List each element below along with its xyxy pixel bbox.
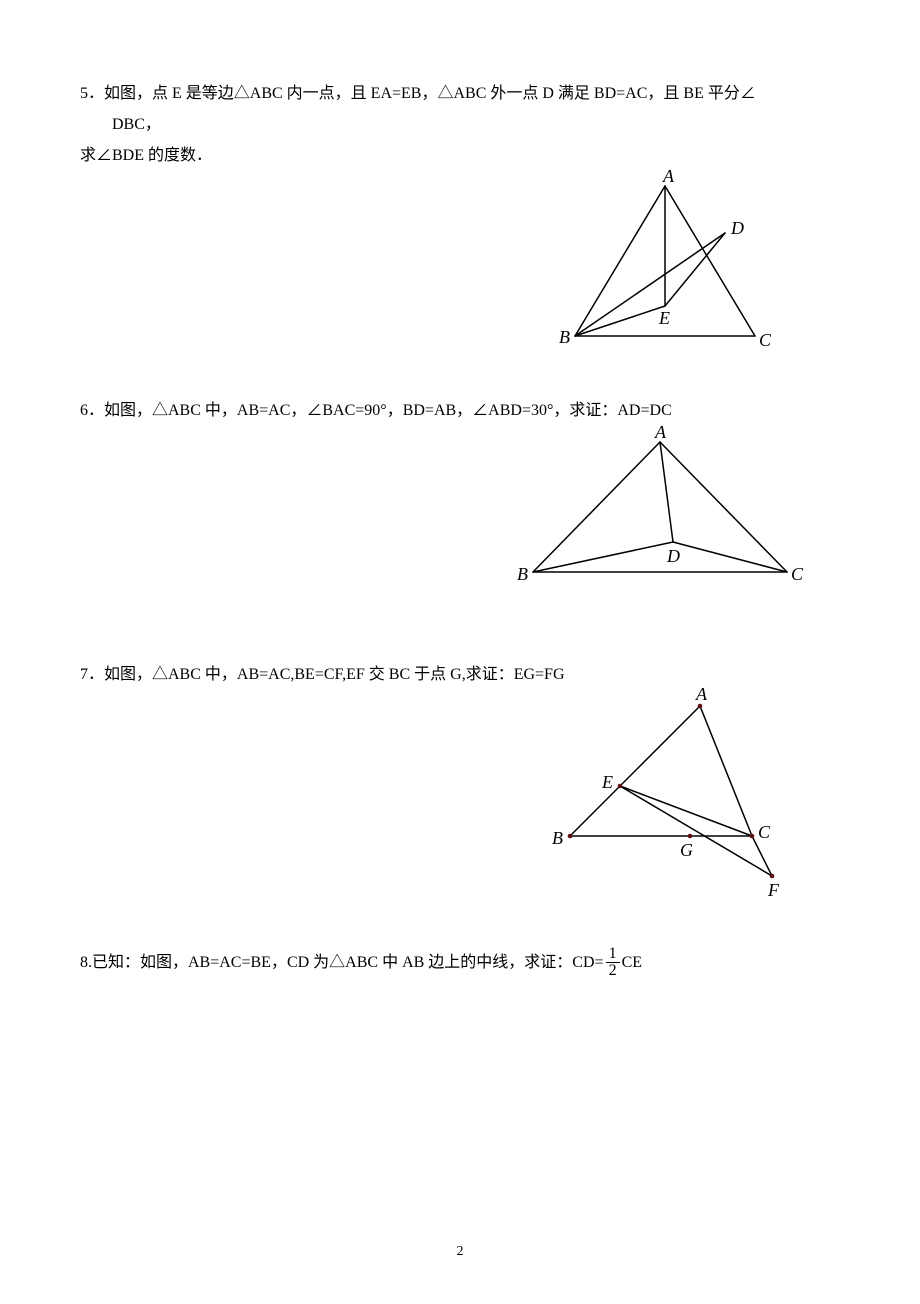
problem-7: 7．如图，△ABC 中，AB=AC,BE=CF,EF 交 BC 于点 G,求证：… bbox=[80, 661, 840, 915]
problem-8: 8.已知：如图，AB=AC=BE，CD 为△ABC 中 AB 边上的中线，求证：… bbox=[80, 946, 840, 981]
svg-text:D: D bbox=[666, 546, 680, 566]
svg-text:B: B bbox=[517, 564, 528, 584]
svg-text:B: B bbox=[552, 828, 563, 848]
problem-8-post: CE bbox=[622, 953, 642, 970]
problem-7-figure-wrap: ABCEGF bbox=[80, 696, 840, 915]
problem-5: 5．如图，点 E 是等边△ABC 内一点，且 EA=EB，△ABC 外一点 D … bbox=[80, 80, 840, 367]
problem-8-num: 8 bbox=[80, 953, 88, 970]
problem-5-text1: ．如图，点 E 是等边△ABC 内一点，且 EA=EB，△ABC 外一点 D 满… bbox=[88, 85, 756, 102]
svg-text:C: C bbox=[791, 564, 804, 584]
svg-text:E: E bbox=[658, 308, 670, 328]
problem-7-line: 7．如图，△ABC 中，AB=AC,BE=CF,EF 交 BC 于点 G,求证：… bbox=[80, 661, 840, 688]
fraction-denominator: 2 bbox=[606, 963, 620, 980]
problem-8-pre: .已知：如图，AB=AC=BE，CD 为△ABC 中 AB 边上的中线，求证：C… bbox=[88, 953, 604, 970]
svg-text:A: A bbox=[662, 166, 675, 186]
svg-text:A: A bbox=[695, 684, 708, 704]
svg-text:E: E bbox=[601, 772, 613, 792]
problem-5-line1: 5．如图，点 E 是等边△ABC 内一点，且 EA=EB，△ABC 外一点 D … bbox=[80, 80, 840, 107]
problem-5-figure-wrap: ABCDE bbox=[80, 178, 840, 367]
problem-8-line: 8.已知：如图，AB=AC=BE，CD 为△ABC 中 AB 边上的中线，求证：… bbox=[80, 946, 840, 981]
svg-text:F: F bbox=[767, 880, 780, 900]
problem-6-num: 6 bbox=[80, 402, 88, 419]
svg-text:D: D bbox=[730, 218, 744, 238]
problem-6-figure-wrap: ABCD bbox=[80, 432, 840, 601]
problem-7-figure: ABCEGF bbox=[540, 696, 800, 906]
problem-5-line2: DBC， bbox=[80, 111, 840, 138]
problem-6: 6．如图，△ABC 中，AB=AC，∠BAC=90°，BD=AB，∠ABD=30… bbox=[80, 397, 840, 601]
problem-6-line: 6．如图，△ABC 中，AB=AC，∠BAC=90°，BD=AB，∠ABD=30… bbox=[80, 397, 840, 424]
problem-5-line3: 求∠BDE 的度数． bbox=[80, 142, 840, 169]
problem-5-num: 5 bbox=[80, 85, 88, 102]
problem-6-text: ．如图，△ABC 中，AB=AC，∠BAC=90°，BD=AB，∠ABD=30°… bbox=[88, 402, 672, 419]
problem-7-num: 7 bbox=[80, 666, 88, 683]
problem-6-figure: ABCD bbox=[525, 432, 815, 592]
problem-7-text: ．如图，△ABC 中，AB=AC,BE=CF,EF 交 BC 于点 G,求证：E… bbox=[88, 666, 565, 683]
svg-text:C: C bbox=[759, 330, 772, 350]
svg-text:B: B bbox=[559, 327, 570, 347]
svg-text:G: G bbox=[680, 840, 693, 860]
problem-5-figure: ABCDE bbox=[555, 178, 785, 358]
fraction-numerator: 1 bbox=[606, 946, 620, 964]
page-number: 2 bbox=[80, 1240, 840, 1264]
spacer bbox=[80, 631, 840, 661]
svg-text:A: A bbox=[654, 422, 667, 442]
svg-text:C: C bbox=[758, 822, 771, 842]
fraction-one-half: 12 bbox=[606, 946, 620, 981]
